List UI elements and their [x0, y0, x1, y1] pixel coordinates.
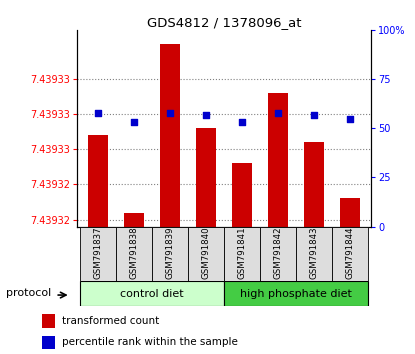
Text: control diet: control diet: [120, 289, 184, 299]
Text: transformed count: transformed count: [62, 315, 159, 326]
Text: GSM791843: GSM791843: [310, 227, 318, 279]
FancyBboxPatch shape: [152, 227, 188, 281]
Text: GSM791837: GSM791837: [94, 227, 103, 279]
Text: GSM791842: GSM791842: [273, 227, 283, 279]
FancyBboxPatch shape: [296, 227, 332, 281]
Point: [310, 112, 317, 118]
Title: GDS4812 / 1378096_at: GDS4812 / 1378096_at: [147, 16, 301, 29]
Point: [131, 120, 138, 125]
Text: GSM791844: GSM791844: [345, 227, 354, 279]
Bar: [42, 314, 56, 328]
Text: protocol: protocol: [6, 287, 51, 298]
FancyBboxPatch shape: [332, 227, 368, 281]
FancyBboxPatch shape: [188, 227, 224, 281]
Bar: [232, 164, 252, 227]
Bar: [268, 93, 288, 227]
Text: percentile rank within the sample: percentile rank within the sample: [62, 337, 238, 347]
Text: GSM791839: GSM791839: [166, 227, 175, 279]
FancyBboxPatch shape: [116, 227, 152, 281]
Text: high phosphate diet: high phosphate diet: [240, 289, 352, 299]
Text: GSM791841: GSM791841: [237, 227, 247, 279]
Point: [239, 120, 245, 125]
Bar: [88, 135, 108, 227]
Bar: [42, 336, 56, 349]
FancyBboxPatch shape: [260, 227, 296, 281]
FancyBboxPatch shape: [224, 227, 260, 281]
Point: [347, 116, 353, 121]
Bar: [160, 44, 180, 227]
Bar: [340, 199, 360, 227]
FancyBboxPatch shape: [224, 281, 368, 306]
Point: [95, 110, 102, 115]
Bar: [124, 212, 144, 227]
Text: GSM791838: GSM791838: [130, 227, 139, 279]
Point: [203, 112, 210, 118]
Text: GSM791840: GSM791840: [202, 227, 211, 279]
Bar: [196, 129, 216, 227]
Point: [167, 110, 173, 115]
FancyBboxPatch shape: [81, 281, 224, 306]
Bar: [304, 142, 324, 227]
Point: [275, 110, 281, 115]
FancyBboxPatch shape: [81, 227, 116, 281]
